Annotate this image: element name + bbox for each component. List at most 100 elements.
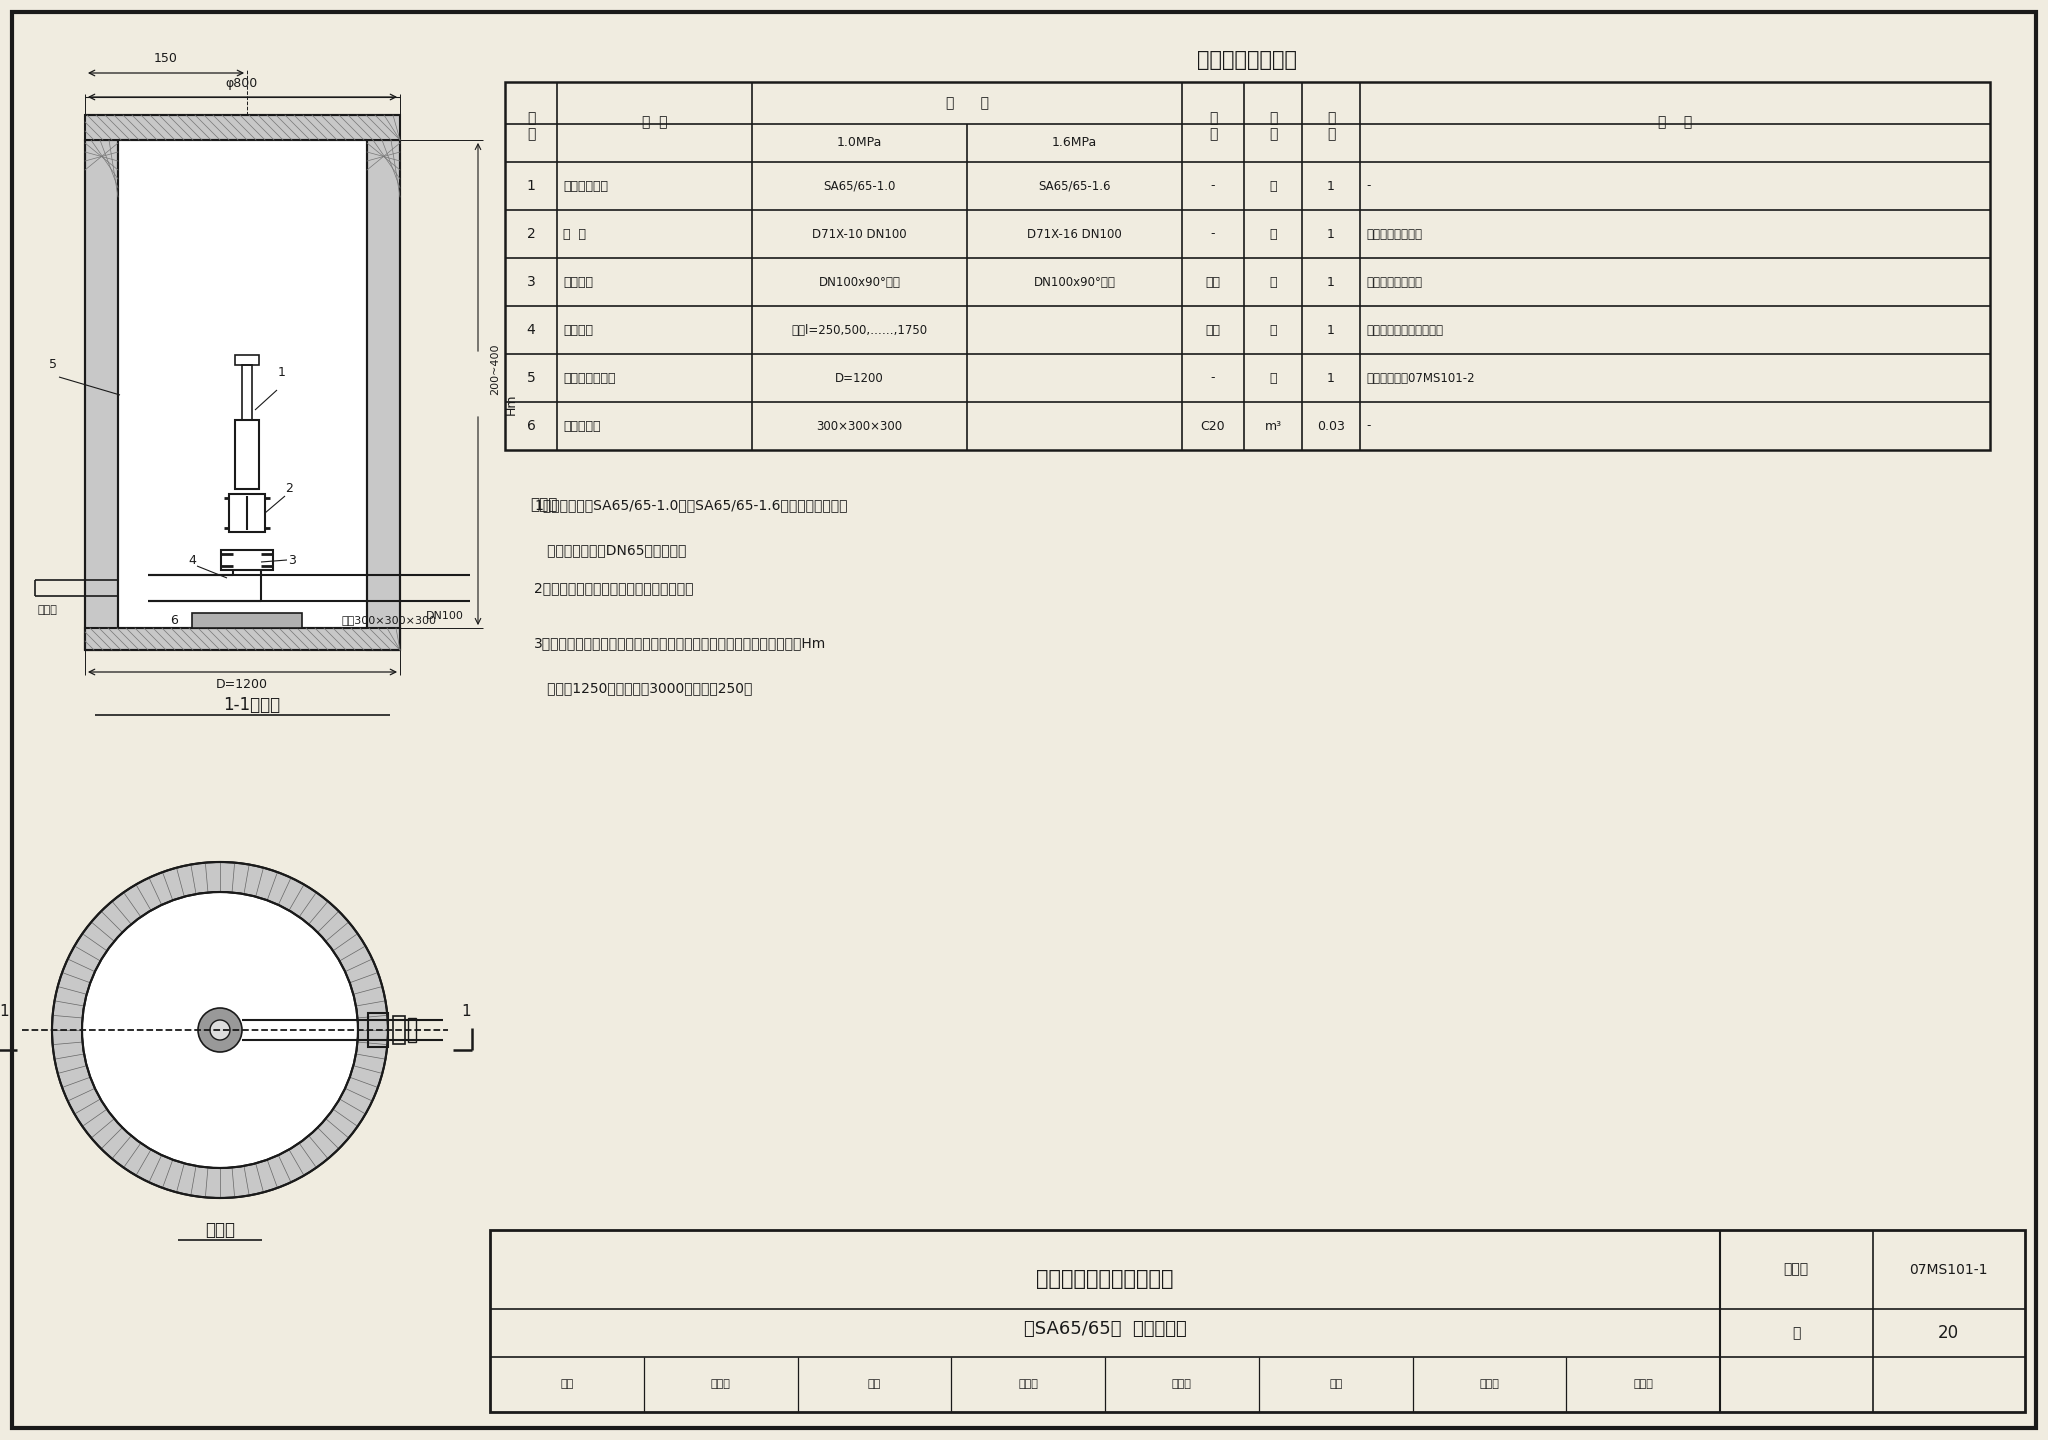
Text: 弯管底座: 弯管底座 (563, 275, 594, 288)
Text: 2: 2 (285, 482, 293, 495)
Bar (393, 1017, 406, 1044)
Circle shape (51, 863, 387, 1198)
Text: 铸铁: 铸铁 (1206, 324, 1221, 337)
Text: 1: 1 (279, 367, 287, 380)
Text: D=1200: D=1200 (215, 678, 268, 691)
Text: -: - (1210, 228, 1214, 240)
Text: 2．管道及管件等防腐做法由设计人确定。: 2．管道及管件等防腐做法由设计人确定。 (535, 580, 694, 595)
Text: 1: 1 (526, 179, 535, 193)
Text: 备    注: 备 注 (1659, 115, 1692, 130)
Text: 名  称: 名 称 (641, 115, 668, 130)
Text: D=1200: D=1200 (836, 372, 885, 384)
Text: 1.6MPa: 1.6MPa (1053, 137, 1098, 150)
Text: 3: 3 (289, 553, 297, 566)
Text: m³: m³ (1264, 419, 1282, 432)
Bar (369, 1012, 387, 1047)
Text: 150: 150 (154, 52, 178, 65)
Text: 0.03: 0.03 (1317, 419, 1346, 432)
Text: 韩振旺: 韩振旺 (1018, 1380, 1038, 1390)
Text: φ800: φ800 (225, 76, 258, 89)
Text: Hm: Hm (504, 393, 518, 415)
Text: 6: 6 (526, 419, 535, 433)
Text: 刘小琳: 刘小琳 (1632, 1380, 1653, 1390)
Text: 刘小琳: 刘小琳 (1479, 1380, 1499, 1390)
Bar (367, 140, 399, 649)
Bar (236, 356, 258, 364)
Bar (86, 628, 399, 649)
Text: 1: 1 (1327, 228, 1335, 240)
Text: 图集号: 图集号 (1784, 1263, 1808, 1276)
Text: 主要设备及材料表: 主要设备及材料表 (1196, 50, 1296, 71)
Text: DN100x90°承盘: DN100x90°承盘 (819, 275, 901, 288)
Text: 料: 料 (1208, 127, 1217, 141)
Bar (506, 82, 1991, 449)
Text: 地下式消火栓: 地下式消火栓 (563, 180, 608, 193)
Text: SA65/65-1.0: SA65/65-1.0 (823, 180, 895, 193)
Text: 说明：: 说明： (530, 497, 557, 513)
Text: -: - (1210, 180, 1214, 193)
Bar (86, 140, 119, 649)
Text: 07MS101-1: 07MS101-1 (1909, 1263, 1989, 1276)
Text: 支墩300×300×300: 支墩300×300×300 (342, 615, 436, 625)
Text: 号: 号 (526, 127, 535, 141)
Bar (408, 1018, 416, 1043)
Bar (86, 115, 399, 140)
Text: 单: 单 (1270, 111, 1278, 125)
Text: 个: 个 (1270, 275, 1276, 288)
Text: 量: 量 (1327, 127, 1335, 141)
Text: 接管长度由设计人员选定: 接管长度由设计人员选定 (1366, 324, 1444, 337)
Text: 6: 6 (170, 613, 178, 626)
Text: 金学素: 金学素 (711, 1380, 731, 1390)
Text: 混凝土支墩: 混凝土支墩 (563, 419, 600, 432)
Bar (242, 364, 252, 420)
Text: 套: 套 (1270, 180, 1276, 193)
Text: D71X-10 DN100: D71X-10 DN100 (813, 228, 907, 240)
Text: 设计: 设计 (1329, 1380, 1341, 1390)
Text: 详见图标图集07MS101-2: 详见图标图集07MS101-2 (1366, 372, 1475, 384)
Text: 3．根据支管埋深的不同，可选用不同长度的法兰接管，使管道覆土深度Hm: 3．根据支管埋深的不同，可选用不同长度的法兰接管，使管道覆土深度Hm (535, 636, 825, 649)
Bar (229, 494, 264, 531)
Text: 可以从1250逐档加高到3000，每档为250。: 可以从1250逐档加高到3000，每档为250。 (535, 681, 752, 696)
Text: 3: 3 (526, 275, 535, 289)
Text: 座: 座 (1270, 372, 1276, 384)
Text: 20: 20 (1937, 1323, 1960, 1342)
Text: 4: 4 (526, 323, 535, 337)
Text: 1: 1 (1327, 180, 1335, 193)
Bar (221, 550, 272, 570)
Bar (193, 613, 301, 628)
Text: 1．消火栓采用SA65/65-1.0型或SA65/65-1.6型地下式消火栓。: 1．消火栓采用SA65/65-1.0型或SA65/65-1.6型地下式消火栓。 (535, 498, 848, 513)
Circle shape (199, 1008, 242, 1053)
Text: -: - (1366, 419, 1370, 432)
Text: 编: 编 (526, 111, 535, 125)
Text: D71X-16 DN100: D71X-16 DN100 (1028, 228, 1122, 240)
Text: （SA65/65型  支管深装）: （SA65/65型 支管深装） (1024, 1320, 1186, 1338)
Text: 1: 1 (461, 1005, 471, 1020)
Text: 平面图: 平面图 (205, 1221, 236, 1238)
Text: 1: 1 (1327, 275, 1335, 288)
Text: -: - (1210, 372, 1214, 384)
Text: 1: 1 (0, 1005, 8, 1020)
Text: 校对: 校对 (868, 1380, 881, 1390)
Text: 5: 5 (49, 359, 57, 372)
Circle shape (82, 891, 358, 1168)
Text: DN100: DN100 (426, 611, 465, 621)
Text: 300×300×300: 300×300×300 (817, 419, 903, 432)
Text: 长度l=250,500,……,1750: 长度l=250,500,……,1750 (791, 324, 928, 337)
Text: SA65/65-1.6: SA65/65-1.6 (1038, 180, 1110, 193)
Text: 200~400: 200~400 (489, 343, 500, 395)
Text: 2: 2 (526, 228, 535, 240)
Text: 材: 材 (1208, 111, 1217, 125)
Text: 与消火栓配套供应: 与消火栓配套供应 (1366, 275, 1421, 288)
Text: 蝶  阀: 蝶 阀 (563, 228, 586, 240)
Text: 该消火栓有两个DN65的出水口。: 该消火栓有两个DN65的出水口。 (535, 543, 686, 557)
Text: 位: 位 (1270, 127, 1278, 141)
Text: 1: 1 (1327, 372, 1335, 384)
Text: -: - (1366, 180, 1370, 193)
Text: 个: 个 (1270, 324, 1276, 337)
Text: 与消火栓配套供应: 与消火栓配套供应 (1366, 228, 1421, 240)
Text: 铸铁: 铸铁 (1206, 275, 1221, 288)
Text: 1.0MPa: 1.0MPa (838, 137, 883, 150)
Text: 室外地下式消火栓安装图: 室外地下式消火栓安装图 (1036, 1269, 1174, 1289)
Text: DN100x90°双盘: DN100x90°双盘 (1034, 275, 1116, 288)
Text: 个: 个 (1270, 228, 1276, 240)
